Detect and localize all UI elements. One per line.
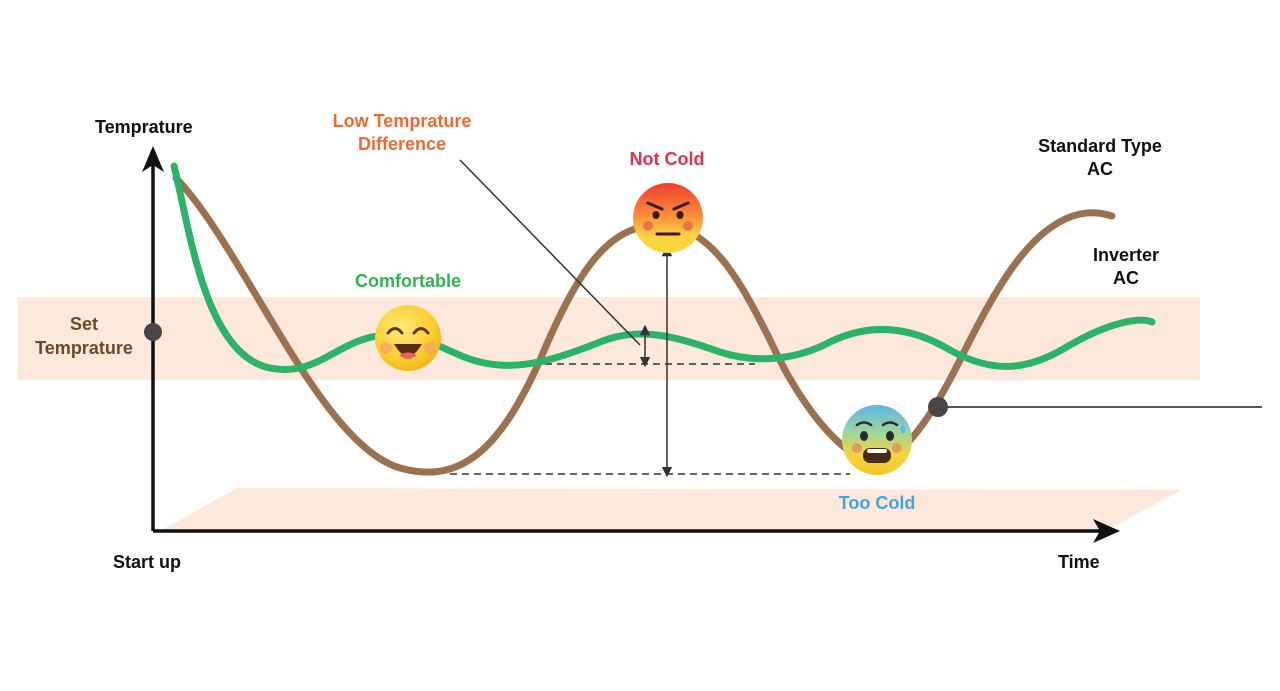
not-cold-label: Not Cold <box>630 149 705 169</box>
freezing-face-icon <box>842 405 912 475</box>
low-difference-label-line2: Difference <box>358 134 446 154</box>
standard-ac-label-line2: AC <box>1087 159 1113 179</box>
set-temperature-label-line2: Temprature <box>35 338 133 358</box>
x-axis-arrow <box>1093 519 1120 543</box>
floor-band <box>160 488 1182 531</box>
set-temperature-dot <box>144 323 162 341</box>
laughing-face-icon <box>375 305 441 371</box>
x-axis-label: Time <box>1058 552 1100 572</box>
standard-ac-curve <box>172 174 1116 476</box>
standard-ac-label-line1: Standard Type <box>1038 136 1162 156</box>
inverter-ac-label-line1: Inverter <box>1093 245 1159 265</box>
angry-face-icon <box>633 183 703 253</box>
low-difference-label-line1: Low Temprature <box>333 111 472 131</box>
inverter-ac-curve <box>170 162 1156 373</box>
inverter-ac-label-line2: AC <box>1113 268 1139 288</box>
y-axis-label: Temprature <box>95 117 193 137</box>
set-temperature-label-line1: Set <box>70 314 98 334</box>
origin-label: Start up <box>113 552 181 572</box>
comfortable-label: Comfortable <box>355 271 461 291</box>
pointer-dot <box>928 397 948 417</box>
too-cold-label: Too Cold <box>839 493 916 513</box>
y-axis-arrow <box>142 146 164 172</box>
low-difference-leader <box>459 159 641 346</box>
